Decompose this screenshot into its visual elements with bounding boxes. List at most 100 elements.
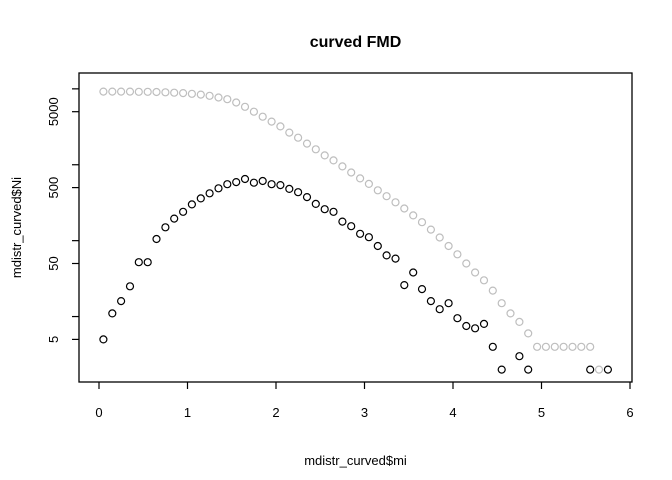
data-point-black_circles <box>356 229 365 238</box>
y-axis-tick-labels: 5 50 500 5000 <box>46 97 61 343</box>
plot-area-box <box>78 72 633 383</box>
data-point-gray_circles <box>594 365 604 374</box>
data-point-gray_circles <box>143 87 152 96</box>
data-point-gray_circles <box>152 87 161 97</box>
data-point-black_circles <box>240 174 250 184</box>
data-point-black_circles <box>391 254 400 263</box>
data-point-black_circles <box>232 178 241 187</box>
data-point-black_circles <box>471 324 480 333</box>
data-point-gray_circles <box>311 145 320 154</box>
x-axis-label: mdistr_curved$mi <box>304 453 407 468</box>
y-tick-label: 50 <box>46 256 61 270</box>
data-point-black_circles <box>116 297 126 306</box>
data-point-gray_circles <box>338 162 347 171</box>
data-point-black_circles <box>347 222 356 231</box>
data-point-gray_circles <box>444 241 453 251</box>
x-axis-tick-labels: 0 1 2 3 4 5 6 <box>95 405 633 420</box>
data-point-black_circles <box>170 214 179 223</box>
data-point-gray_circles <box>302 139 312 148</box>
data-point-black_circles <box>382 251 391 260</box>
data-point-gray_circles <box>524 329 533 338</box>
data-point-gray_circles <box>294 133 303 142</box>
data-point-black_circles <box>311 199 320 208</box>
y-tick-label: 500 <box>46 177 61 199</box>
data-point-black_circles <box>426 297 435 306</box>
data-point-black_circles <box>488 342 497 351</box>
data-point-black_circles <box>249 178 258 187</box>
data-point-gray_circles <box>364 179 373 188</box>
data-point-gray_circles <box>187 89 196 98</box>
data-point-gray_circles <box>400 204 409 213</box>
y-tick-label: 5 <box>46 336 61 343</box>
data-point-black_circles <box>435 305 444 314</box>
data-point-gray_circles <box>550 342 559 351</box>
x-tick-label: 3 <box>361 405 368 420</box>
data-point-black_circles <box>187 200 196 209</box>
data-point-gray_circles <box>320 151 329 160</box>
data-point-gray_circles <box>232 98 241 107</box>
data-point-black_circles <box>214 184 223 193</box>
data-point-gray_circles <box>453 250 462 259</box>
data-point-black_circles <box>515 352 524 361</box>
x-tick-label: 0 <box>95 405 102 420</box>
data-point-black_circles <box>444 299 453 308</box>
data-point-black_circles <box>125 282 135 291</box>
data-point-black_circles <box>143 258 152 267</box>
data-point-gray_circles <box>161 88 170 97</box>
data-point-gray_circles <box>116 87 126 96</box>
x-tick-label: 2 <box>272 405 279 420</box>
data-point-gray_circles <box>125 87 135 96</box>
data-point-gray_circles <box>285 128 294 137</box>
data-point-gray_circles <box>196 90 205 99</box>
data-point-gray_circles <box>258 112 267 121</box>
data-point-black_circles <box>99 335 108 344</box>
data-point-black_circles <box>179 207 188 216</box>
data-point-black_circles <box>338 217 347 226</box>
data-point-black_circles <box>152 234 161 244</box>
data-point-black_circles <box>258 176 267 186</box>
data-point-black_circles <box>161 223 170 232</box>
data-point-black_circles <box>453 314 462 323</box>
data-point-gray_circles <box>488 286 497 295</box>
data-point-gray_circles <box>559 342 568 351</box>
data-point-gray_circles <box>99 87 108 96</box>
y-axis-ticks <box>72 88 79 340</box>
data-point-gray_circles <box>223 95 232 104</box>
data-point-black_circles <box>524 365 533 374</box>
data-point-gray_circles <box>267 117 276 126</box>
data-point-black_circles <box>223 180 232 189</box>
data-point-black_circles <box>276 181 285 190</box>
data-point-black_circles <box>329 207 338 216</box>
data-point-gray_circles <box>170 88 179 97</box>
x-tick-label: 4 <box>449 405 456 420</box>
data-point-gray_circles <box>577 342 586 351</box>
x-axis-ticks <box>98 382 631 389</box>
data-point-gray_circles <box>214 93 223 102</box>
x-tick-label: 6 <box>626 405 633 420</box>
data-point-black_circles <box>108 309 117 318</box>
data-point-gray_circles <box>417 218 427 227</box>
data-point-black_circles <box>462 321 471 331</box>
data-point-black_circles <box>479 319 489 328</box>
data-point-gray_circles <box>506 309 515 318</box>
data-point-gray_circles <box>329 156 338 165</box>
data-point-gray_circles <box>108 87 117 96</box>
data-point-black_circles <box>409 268 418 277</box>
data-point-gray_circles <box>497 299 506 308</box>
data-point-gray_circles <box>532 342 542 351</box>
data-point-gray_circles <box>249 107 258 116</box>
data-point-black_circles <box>134 258 143 267</box>
chart-title: curved FMD <box>310 34 402 51</box>
data-point-black_circles <box>603 365 613 374</box>
data-point-gray_circles <box>373 186 382 195</box>
data-point-black_circles <box>302 193 312 202</box>
y-tick-label: 5000 <box>46 97 61 126</box>
data-point-black_circles <box>586 365 595 374</box>
data-point-gray_circles <box>391 198 400 207</box>
data-point-black_circles <box>417 285 427 294</box>
series-gray-circles <box>99 87 604 374</box>
data-point-gray_circles <box>541 342 551 351</box>
data-point-black_circles <box>400 281 409 290</box>
